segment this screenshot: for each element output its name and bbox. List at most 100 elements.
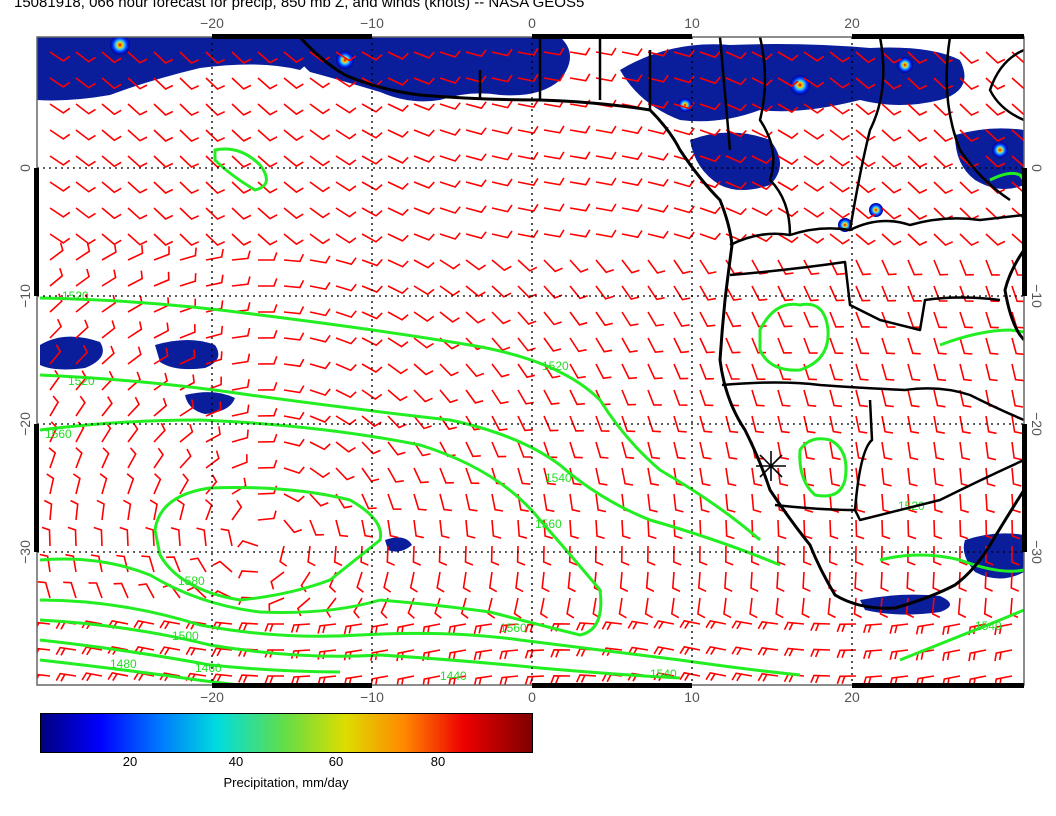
wind-barb bbox=[751, 337, 767, 354]
wind-barb bbox=[309, 129, 331, 141]
wind-barb bbox=[907, 51, 928, 64]
wind-barb bbox=[907, 415, 920, 434]
wind-barb bbox=[127, 421, 139, 443]
wind-barb bbox=[595, 203, 617, 212]
contour-line bbox=[39, 598, 801, 677]
wind-barb bbox=[517, 337, 536, 352]
wind-barb bbox=[881, 51, 902, 64]
wind-barb bbox=[985, 155, 1006, 168]
wind-barb bbox=[41, 526, 51, 547]
wind-barb bbox=[179, 129, 200, 143]
wind-barb bbox=[723, 597, 732, 619]
colorbar-tick: 80 bbox=[430, 754, 446, 769]
wind-barb bbox=[621, 311, 639, 327]
wind-barb bbox=[211, 647, 233, 657]
wind-barb bbox=[126, 473, 135, 495]
wind-barb bbox=[783, 621, 805, 631]
wind-barb bbox=[569, 259, 589, 273]
wind-barb bbox=[647, 415, 661, 433]
wind-barb bbox=[776, 571, 785, 593]
wind-barb bbox=[673, 493, 684, 513]
wind-barb bbox=[133, 620, 155, 630]
wind-barb bbox=[751, 285, 768, 302]
wind-barb bbox=[595, 177, 617, 186]
wind-barb bbox=[881, 207, 902, 220]
wind-barb bbox=[673, 75, 695, 84]
wind-barb bbox=[231, 155, 252, 168]
wind-barb bbox=[517, 229, 539, 238]
wind-barb bbox=[127, 233, 148, 246]
wind-barb bbox=[205, 474, 218, 495]
wind-barb bbox=[889, 649, 909, 660]
wind-barb bbox=[257, 407, 278, 417]
contour-label: 1520 bbox=[68, 374, 95, 388]
wind-barb bbox=[335, 181, 357, 192]
wind-barb bbox=[205, 233, 226, 247]
wind-barb bbox=[179, 207, 200, 221]
wind-barb bbox=[231, 454, 248, 469]
wind-barb bbox=[309, 467, 331, 479]
wind-barb bbox=[361, 181, 383, 191]
wind-barb bbox=[932, 571, 941, 592]
wind-barb bbox=[67, 526, 77, 547]
wind-barb bbox=[279, 545, 288, 567]
wind-barb bbox=[75, 155, 96, 167]
wind-barb bbox=[231, 327, 251, 339]
wind-barb bbox=[907, 337, 921, 355]
wind-barb bbox=[673, 179, 695, 188]
wind-barb bbox=[777, 519, 787, 540]
wind-barb bbox=[907, 389, 920, 408]
wind-barb bbox=[283, 253, 305, 263]
wind-barb bbox=[731, 620, 753, 630]
wind-barb bbox=[39, 553, 51, 573]
wind-barb bbox=[409, 571, 418, 593]
wind-barb bbox=[751, 311, 767, 328]
wind-barb bbox=[264, 623, 284, 632]
wind-barb bbox=[985, 441, 997, 461]
wind-barb bbox=[283, 493, 305, 503]
wind-barb bbox=[725, 207, 747, 216]
wind-barb bbox=[959, 519, 969, 540]
wind-barb bbox=[829, 181, 850, 193]
wind-barb bbox=[387, 363, 409, 375]
contour-label: 1500 bbox=[172, 629, 199, 643]
wind-barb bbox=[855, 181, 876, 194]
wind-barb bbox=[880, 571, 889, 592]
wind-barb bbox=[211, 673, 233, 683]
wind-barb bbox=[985, 285, 1000, 303]
wind-barb bbox=[309, 519, 324, 536]
wind-barb bbox=[881, 415, 894, 434]
contour-label: 1540 bbox=[975, 619, 1002, 633]
wind-barb bbox=[621, 152, 643, 161]
contour-label: 1520 bbox=[542, 359, 569, 373]
wind-barb bbox=[205, 450, 220, 469]
wind-barb bbox=[1011, 233, 1024, 246]
wind-barb bbox=[491, 230, 513, 239]
wind-barb bbox=[353, 597, 363, 619]
wind-barb bbox=[335, 519, 349, 538]
wind-barb bbox=[933, 519, 943, 540]
wind-barb bbox=[1011, 337, 1024, 356]
wind-barb bbox=[413, 441, 431, 457]
wind-barb bbox=[101, 294, 117, 313]
coastline bbox=[1003, 249, 1024, 341]
wind-barb bbox=[543, 415, 559, 432]
wind-barb bbox=[959, 259, 974, 276]
contour-line bbox=[39, 658, 241, 685]
top-lon-label: 20 bbox=[844, 15, 860, 31]
wind-barb bbox=[647, 363, 663, 380]
wind-barb bbox=[855, 415, 868, 434]
wind-barb bbox=[517, 177, 539, 186]
wind-barb bbox=[127, 181, 148, 194]
wind-barb bbox=[959, 493, 969, 514]
wind-barb bbox=[803, 493, 814, 513]
colorbar-tick: 60 bbox=[328, 754, 344, 769]
wind-barb bbox=[829, 285, 845, 302]
wind-barb bbox=[647, 337, 664, 354]
wind-barb bbox=[959, 77, 980, 91]
wind-barb bbox=[149, 499, 158, 521]
wind-barb bbox=[335, 103, 357, 114]
wind-barb bbox=[751, 259, 768, 275]
wind-barb bbox=[81, 672, 103, 682]
wind-barb bbox=[205, 325, 224, 339]
